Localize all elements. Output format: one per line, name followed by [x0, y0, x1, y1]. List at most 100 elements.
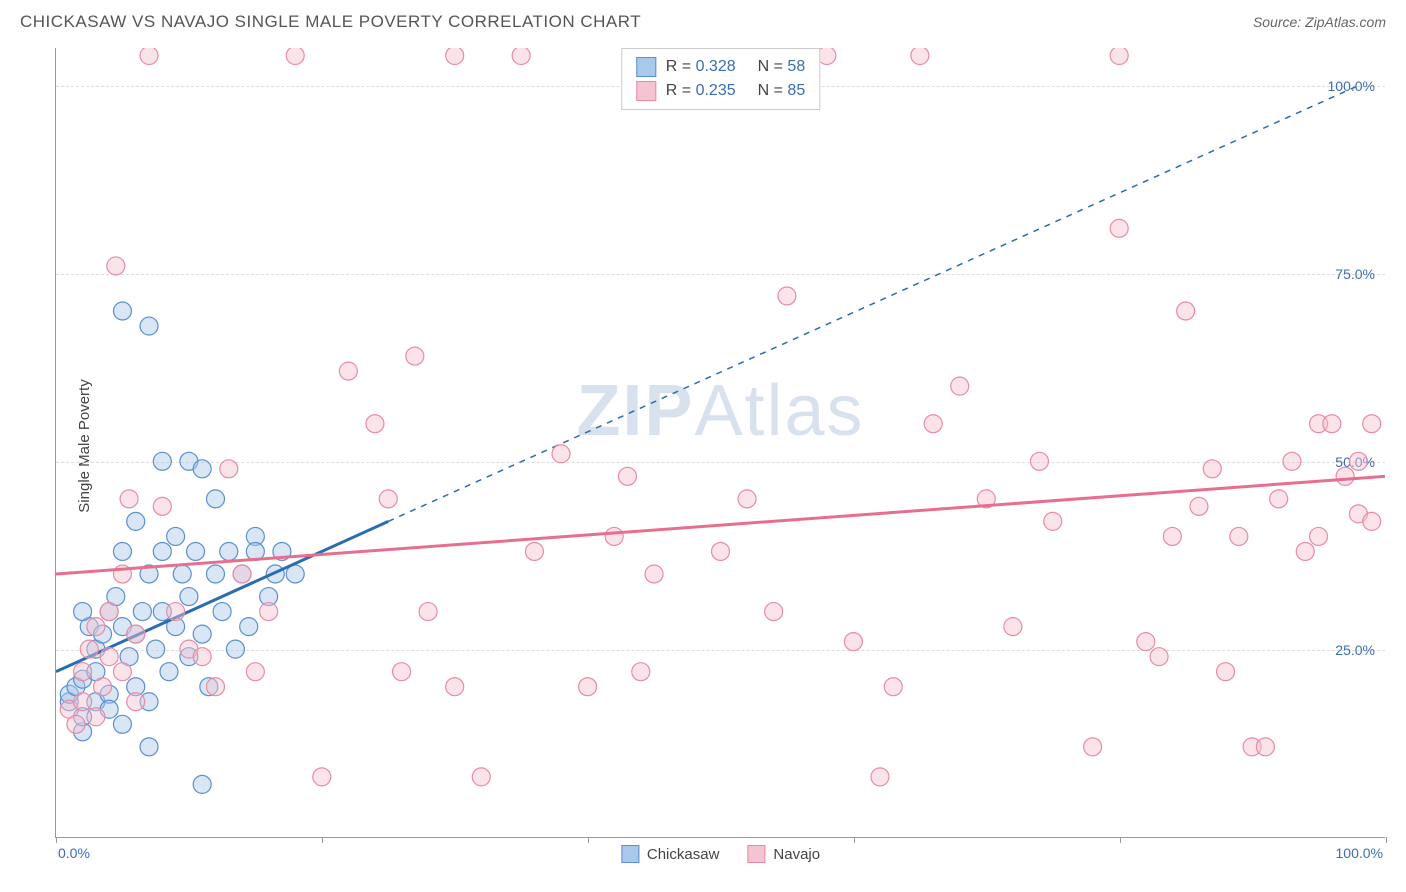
data-point [419, 603, 437, 621]
data-point [220, 542, 238, 560]
data-point [632, 663, 650, 681]
stats-swatch [636, 81, 656, 101]
data-point [765, 603, 783, 621]
x-tick [588, 837, 589, 843]
legend-item: Chickasaw [621, 845, 720, 863]
data-point [173, 565, 191, 583]
data-point [406, 347, 424, 365]
legend-label: Navajo [773, 846, 820, 863]
data-point [113, 302, 131, 320]
data-point [512, 48, 530, 65]
stats-r-label: R = 0.235 [666, 79, 736, 103]
data-point [140, 317, 158, 335]
chart-header: CHICKASAW VS NAVAJO SINGLE MALE POVERTY … [0, 0, 1406, 40]
data-point [1137, 633, 1155, 651]
data-point [871, 768, 889, 786]
data-point [206, 678, 224, 696]
data-point [525, 542, 543, 560]
chart-container: ZIPAtlas R = 0.328 N = 58 R = 0.235 N = … [55, 48, 1385, 838]
data-point [193, 460, 211, 478]
data-point [153, 497, 171, 515]
data-point [1110, 219, 1128, 237]
x-axis-max-label: 100.0% [1336, 845, 1383, 861]
data-point [167, 527, 185, 545]
data-point [911, 48, 929, 65]
data-point [206, 565, 224, 583]
data-point [286, 48, 304, 65]
data-point [246, 663, 264, 681]
data-point [206, 490, 224, 508]
data-point [738, 490, 756, 508]
data-point [1110, 48, 1128, 65]
source-attribution: Source: ZipAtlas.com [1253, 14, 1386, 30]
data-point [80, 640, 98, 658]
data-point [472, 768, 490, 786]
data-point [87, 618, 105, 636]
data-point [579, 678, 597, 696]
data-point [778, 287, 796, 305]
data-point [1217, 663, 1235, 681]
data-point [1310, 527, 1328, 545]
legend-item: Navajo [747, 845, 820, 863]
data-point [446, 678, 464, 696]
stats-row: R = 0.235 N = 85 [636, 79, 805, 103]
x-tick [1120, 837, 1121, 843]
data-point [153, 452, 171, 470]
data-point [1004, 618, 1022, 636]
data-point [645, 565, 663, 583]
data-point [884, 678, 902, 696]
data-point [193, 625, 211, 643]
legend-swatch [621, 845, 639, 863]
data-point [1177, 302, 1195, 320]
data-point [844, 633, 862, 651]
data-point [1323, 415, 1341, 433]
data-point [1270, 490, 1288, 508]
x-tick [56, 837, 57, 843]
stats-r-label: R = 0.328 [666, 55, 736, 79]
data-point [1084, 738, 1102, 756]
data-point [193, 648, 211, 666]
legend: Chickasaw Navajo [621, 845, 820, 863]
data-point [113, 715, 131, 733]
x-tick [1386, 837, 1387, 843]
data-point [1363, 512, 1381, 530]
data-point [160, 663, 178, 681]
trend-line-dashed [388, 86, 1358, 522]
data-point [1150, 648, 1168, 666]
correlation-stats-box: R = 0.328 N = 58 R = 0.235 N = 85 [621, 48, 820, 110]
data-point [100, 603, 118, 621]
data-point [213, 603, 231, 621]
data-point [193, 775, 211, 793]
data-point [220, 460, 238, 478]
stats-n-label: N = 85 [758, 79, 806, 103]
data-point [605, 527, 623, 545]
data-point [87, 708, 105, 726]
data-point [446, 48, 464, 65]
data-point [1230, 527, 1248, 545]
data-point [379, 490, 397, 508]
data-point [1336, 467, 1354, 485]
scatter-plot-svg [56, 48, 1385, 837]
data-point [127, 693, 145, 711]
data-point [74, 603, 92, 621]
data-point [1203, 460, 1221, 478]
stats-row: R = 0.328 N = 58 [636, 55, 805, 79]
data-point [140, 48, 158, 65]
data-point [1296, 542, 1314, 560]
data-point [618, 467, 636, 485]
data-point [366, 415, 384, 433]
x-tick [322, 837, 323, 843]
legend-swatch [747, 845, 765, 863]
data-point [313, 768, 331, 786]
data-point [951, 377, 969, 395]
data-point [226, 640, 244, 658]
data-point [153, 542, 171, 560]
data-point [113, 663, 131, 681]
data-point [113, 542, 131, 560]
data-point [133, 603, 151, 621]
data-point [339, 362, 357, 380]
data-point [120, 490, 138, 508]
plot-area: ZIPAtlas R = 0.328 N = 58 R = 0.235 N = … [55, 48, 1385, 838]
data-point [67, 715, 85, 733]
data-point [552, 445, 570, 463]
